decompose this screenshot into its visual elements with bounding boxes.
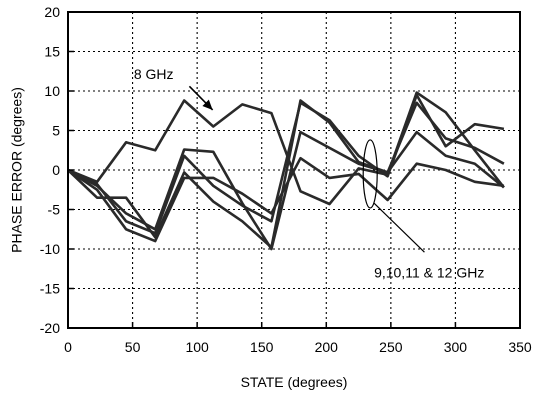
x-axis-title: STATE (degrees) xyxy=(241,374,348,390)
x-tick-label: 300 xyxy=(444,339,468,355)
y-tick-label: -10 xyxy=(40,241,60,257)
annotations: 8 GHz 9,10,11 & 12 GHz xyxy=(134,66,484,280)
series-line-5 xyxy=(67,156,505,243)
series-line-2 xyxy=(67,93,505,235)
x-tick-label: 0 xyxy=(64,339,72,355)
y-tick-label: 5 xyxy=(52,123,60,139)
series-line-3 xyxy=(67,130,505,251)
y-tick-label: -20 xyxy=(40,320,60,336)
series-line-1 xyxy=(67,91,505,206)
annotation-9to12-leader xyxy=(373,202,425,253)
y-axis-title: PHASE ERROR (degrees) xyxy=(9,87,25,253)
x-tick-label: 150 xyxy=(250,339,274,355)
y-tick-label: 20 xyxy=(44,4,60,20)
x-tick-label: 250 xyxy=(379,339,403,355)
data-series xyxy=(67,91,505,251)
annotation-8ghz-label: 8 GHz xyxy=(134,66,174,82)
annotation-8ghz-arrowhead xyxy=(202,99,213,110)
x-tick-label: 350 xyxy=(508,339,532,355)
x-tick-label: 100 xyxy=(185,339,209,355)
y-tick-label: 0 xyxy=(52,162,60,178)
y-tick-label: -15 xyxy=(40,281,60,297)
y-tick-label: -5 xyxy=(48,202,61,218)
y-tick-label: 10 xyxy=(44,83,60,99)
x-tick-label: 50 xyxy=(125,339,141,355)
annotation-9to12-label: 9,10,11 & 12 GHz xyxy=(374,264,484,280)
axis-ticks xyxy=(67,11,521,329)
annotation-series-group-ellipse xyxy=(362,139,378,209)
y-tick-label: 15 xyxy=(44,44,60,60)
series-line-4 xyxy=(67,99,505,249)
x-tick-label: 200 xyxy=(315,339,339,355)
